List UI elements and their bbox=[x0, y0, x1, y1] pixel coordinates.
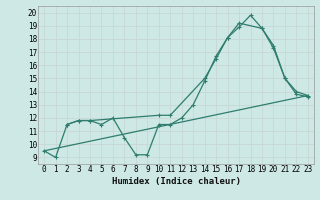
X-axis label: Humidex (Indice chaleur): Humidex (Indice chaleur) bbox=[111, 177, 241, 186]
